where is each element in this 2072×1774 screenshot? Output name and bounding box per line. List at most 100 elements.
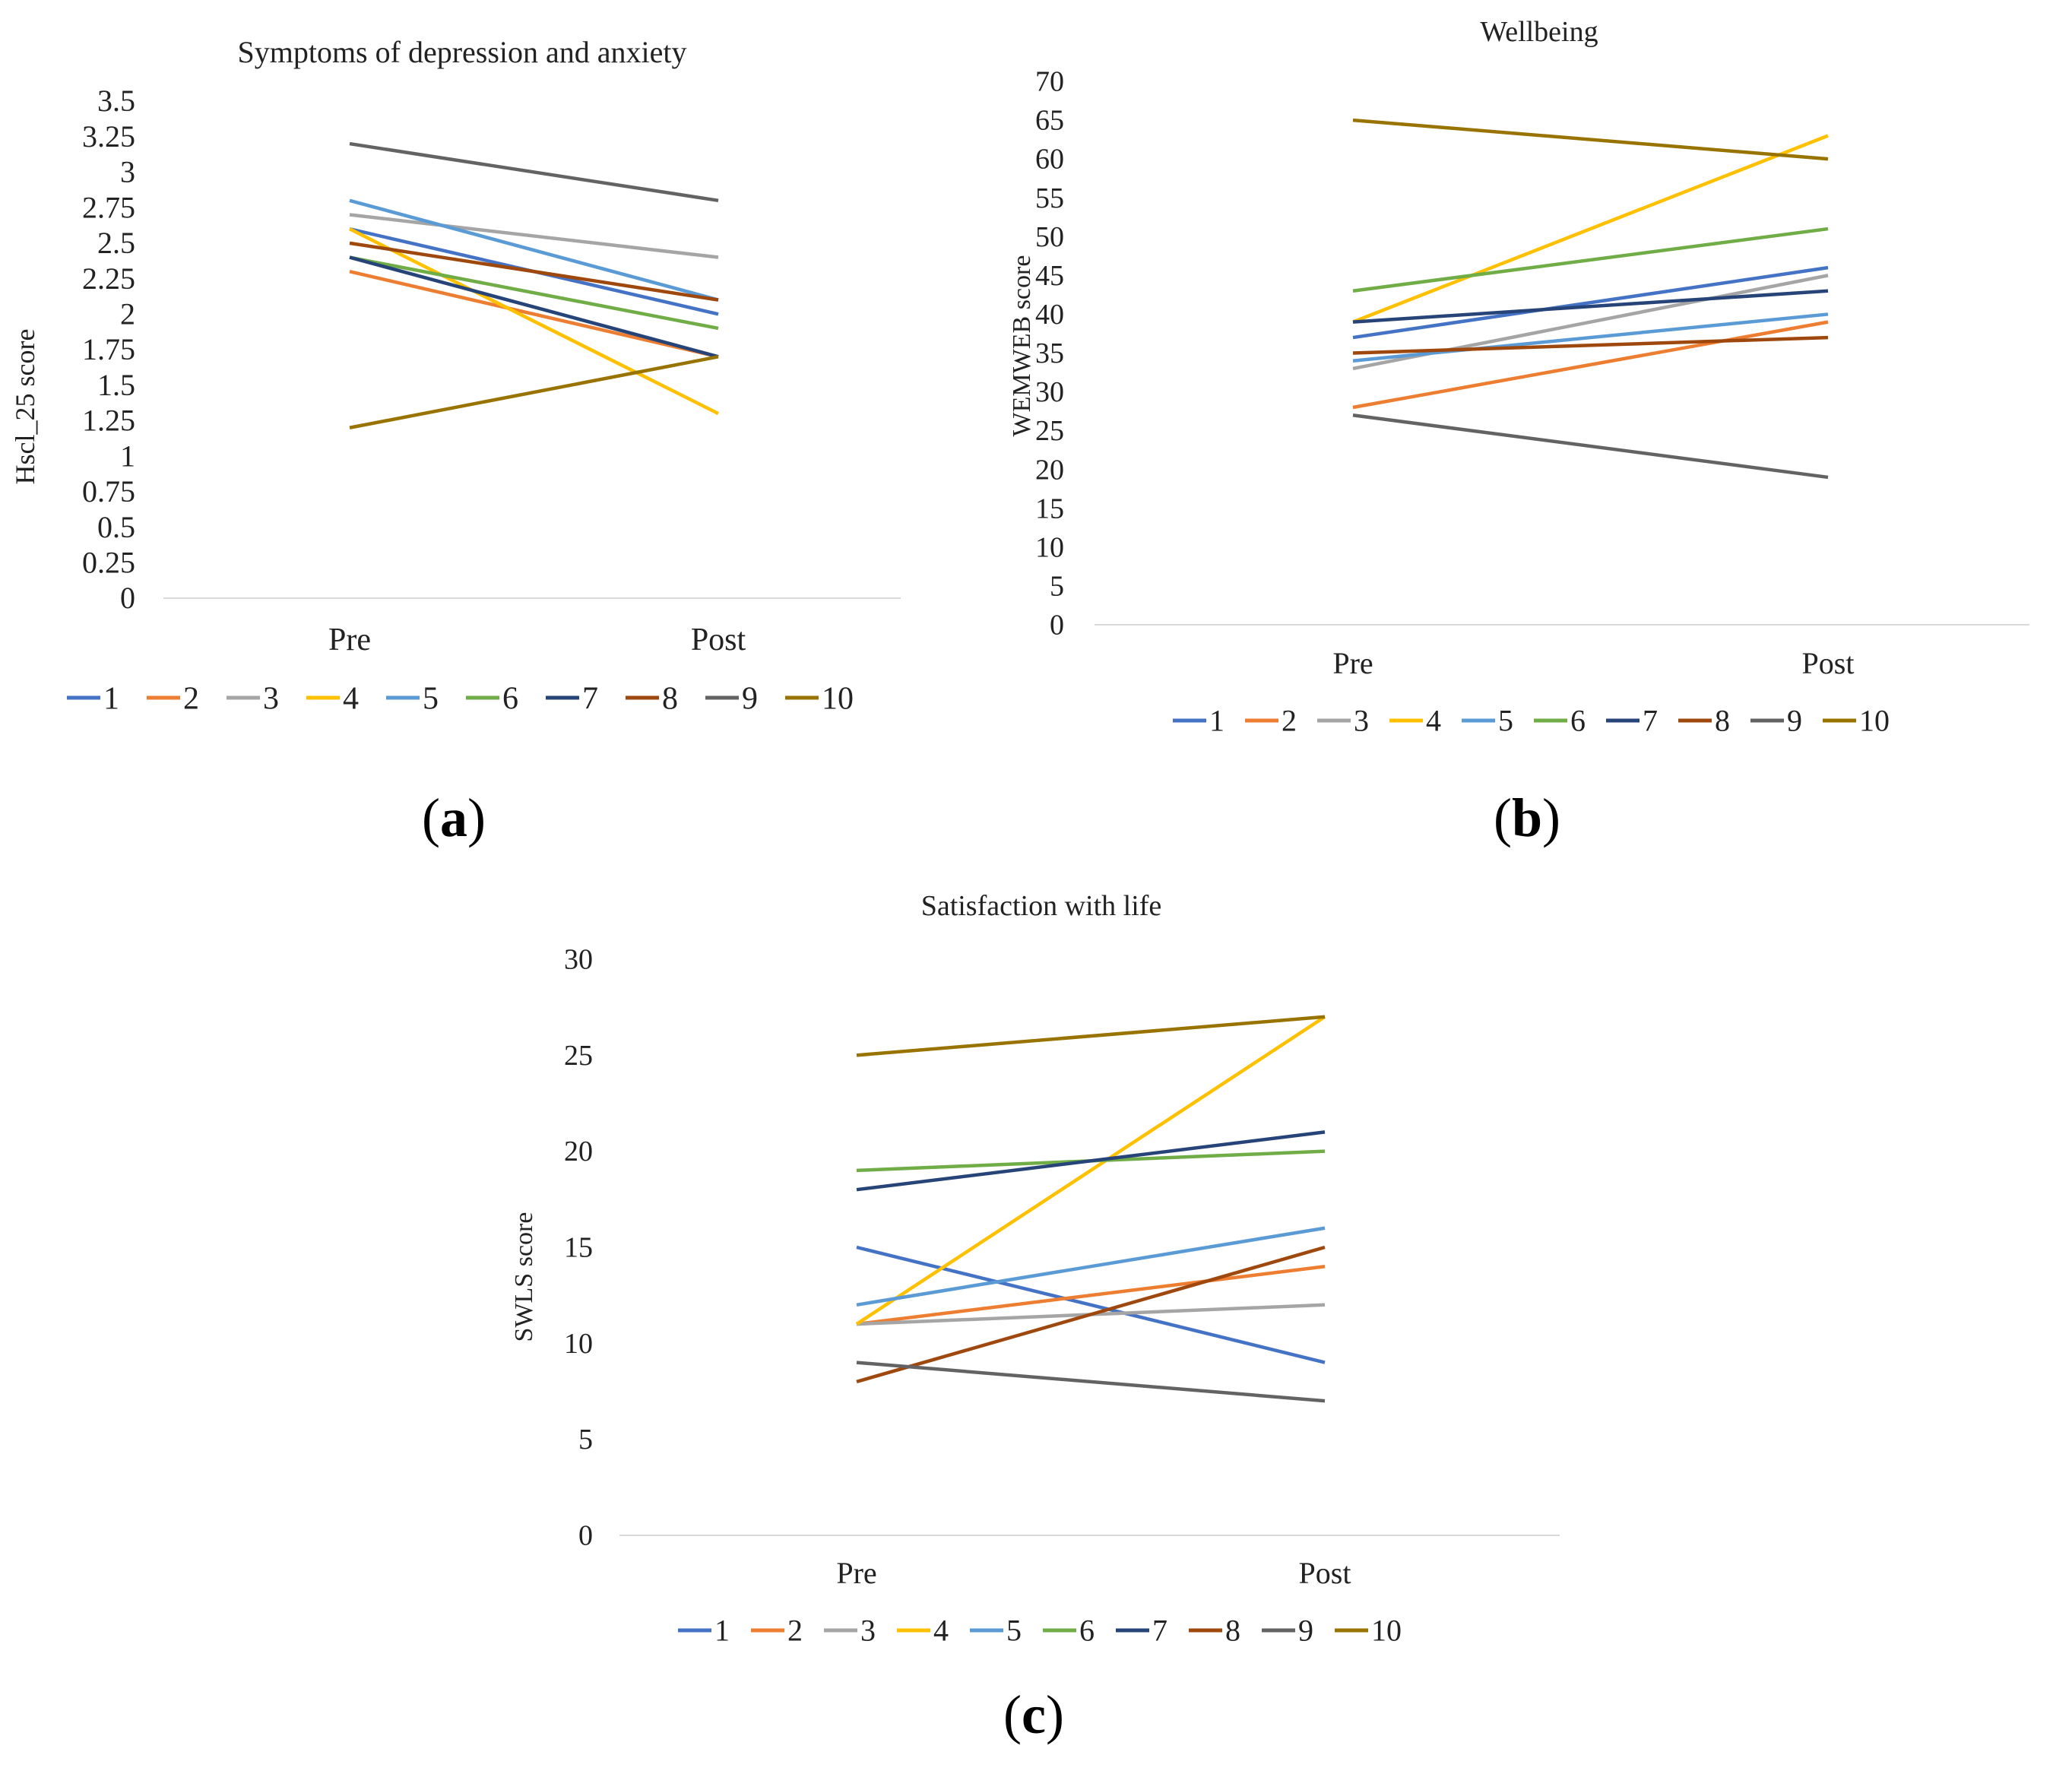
y-tick-label: 0.25 — [82, 545, 135, 579]
legend-label-9: 9 — [1298, 1614, 1313, 1648]
y-tick-label: 3 — [120, 155, 135, 189]
series-line-3 — [349, 213, 719, 259]
y-axis-label: SWLS score — [510, 1212, 538, 1342]
y-tick-label: 25 — [1035, 415, 1064, 447]
y-tick-label: 3.25 — [82, 119, 135, 154]
series-line-5 — [1352, 312, 1829, 363]
x-tick-label: Pre — [1332, 646, 1373, 680]
series-line-5 — [349, 198, 719, 302]
legend-label-8: 8 — [1715, 704, 1730, 738]
series-line-7 — [1352, 289, 1829, 324]
series-line-8 — [349, 241, 719, 302]
legend-label-5: 5 — [1006, 1614, 1022, 1648]
y-tick-label: 10 — [1035, 531, 1064, 563]
series-line-7 — [349, 255, 719, 359]
series-line-6 — [349, 255, 719, 331]
y-tick-label: 1.25 — [82, 404, 135, 438]
x-tick-label: Pre — [328, 622, 371, 657]
legend-label-4: 4 — [343, 681, 359, 716]
legend-label-1: 1 — [714, 1614, 730, 1648]
legend-label-6: 6 — [1079, 1614, 1095, 1648]
x-tick-label: Post — [1299, 1556, 1351, 1590]
legend-label-7: 7 — [582, 681, 598, 716]
panel-label-b: (b) — [1494, 787, 1561, 848]
legend-label-1: 1 — [103, 681, 119, 716]
y-tick-label: 1 — [120, 439, 135, 473]
series-line-6 — [1352, 227, 1829, 293]
y-axis-label: Hscl_25 score — [10, 329, 40, 485]
legend-label-2: 2 — [183, 681, 199, 716]
legend-label-8: 8 — [1225, 1614, 1240, 1648]
y-tick-label: 30 — [1035, 376, 1064, 408]
series-line-7 — [856, 1130, 1326, 1192]
series-line-9 — [1352, 413, 1829, 480]
panel-label-a: (a) — [422, 787, 486, 848]
legend-label-5: 5 — [1498, 704, 1513, 738]
y-tick-label: 15 — [1035, 493, 1064, 524]
series-line-5 — [856, 1226, 1326, 1307]
y-tick-label: 3.5 — [97, 84, 135, 118]
y-tick-label: 0 — [578, 1520, 593, 1552]
legend-label-10: 10 — [1859, 704, 1890, 738]
legend-label-3: 3 — [263, 681, 279, 716]
y-tick-label: 20 — [1035, 454, 1064, 486]
y-tick-label: 35 — [1035, 337, 1064, 369]
legend-label-9: 9 — [1787, 704, 1802, 738]
series-line-4 — [1352, 134, 1829, 324]
legend-label-2: 2 — [1282, 704, 1297, 738]
series-line-4 — [855, 1015, 1326, 1326]
series-line-10 — [349, 355, 719, 429]
panel-label-c: (c) — [1003, 1684, 1064, 1745]
y-tick-label: 10 — [564, 1328, 593, 1360]
legend-label-9: 9 — [742, 681, 758, 716]
legend-label-4: 4 — [1426, 704, 1441, 738]
y-tick-label: 5 — [1050, 570, 1064, 602]
y-tick-label: 2 — [120, 296, 135, 331]
legend-label-6: 6 — [502, 681, 518, 716]
series-line-9 — [856, 1361, 1326, 1403]
series-line-9 — [349, 141, 719, 203]
chart-title: Symptoms of depression and anxiety — [237, 35, 686, 69]
y-tick-label: 30 — [564, 944, 593, 976]
y-tick-label: 55 — [1035, 182, 1064, 214]
y-tick-label: 15 — [564, 1232, 593, 1264]
x-tick-label: Post — [691, 622, 746, 657]
series-line-8 — [1352, 335, 1829, 355]
panel-label-c-letter: c — [1021, 1684, 1046, 1745]
series-line-10 — [856, 1015, 1326, 1057]
panel-label-a-letter: a — [439, 787, 467, 848]
y-tick-label: 2.5 — [97, 226, 135, 260]
legend-label-3: 3 — [860, 1614, 876, 1648]
chart-title: Wellbeing — [1480, 16, 1598, 48]
y-tick-label: 2.75 — [82, 190, 135, 224]
series-line-2 — [856, 1265, 1326, 1326]
y-tick-label: 0.5 — [97, 510, 135, 544]
series-line-2 — [1352, 320, 1829, 410]
x-tick-label: Post — [1802, 646, 1855, 680]
series-line-4 — [348, 227, 720, 416]
series-line-8 — [856, 1245, 1326, 1384]
series-line-1 — [1352, 265, 1829, 340]
y-tick-label: 1.75 — [82, 332, 135, 366]
y-tick-label: 50 — [1035, 221, 1064, 253]
panel-label-b-letter: b — [1511, 787, 1543, 848]
legend-label-7: 7 — [1643, 704, 1658, 738]
chart-panel-c: Satisfaction with life SWLS score 0 5 10 15 20… — [456, 851, 1596, 1672]
y-tick-label: 65 — [1035, 105, 1064, 137]
chart-a-svg: Symptoms of depression and anxiety Hscl_2… — [10, 35, 901, 716]
x-tick-label: Pre — [836, 1556, 876, 1590]
series-line-10 — [1352, 118, 1829, 161]
chart-panel-a: Symptoms of depression and anxiety Hscl_2… — [0, 0, 988, 760]
series-line-1 — [856, 1245, 1326, 1364]
y-tick-label: 0 — [1050, 610, 1064, 641]
y-tick-label: 2.25 — [82, 261, 135, 296]
y-tick-label: 20 — [564, 1136, 593, 1167]
y-axis-label: WEMWEB score — [1008, 255, 1036, 437]
legend-label-1: 1 — [1209, 704, 1225, 738]
chart-panel-b: Wellbeing WEMWEB score 0 5 10 15 20 25 30 35 40 45 5… — [988, 0, 2072, 775]
legend-label-8: 8 — [662, 681, 678, 716]
y-tick-label: 25 — [564, 1040, 593, 1072]
y-tick-label: 45 — [1035, 260, 1064, 292]
